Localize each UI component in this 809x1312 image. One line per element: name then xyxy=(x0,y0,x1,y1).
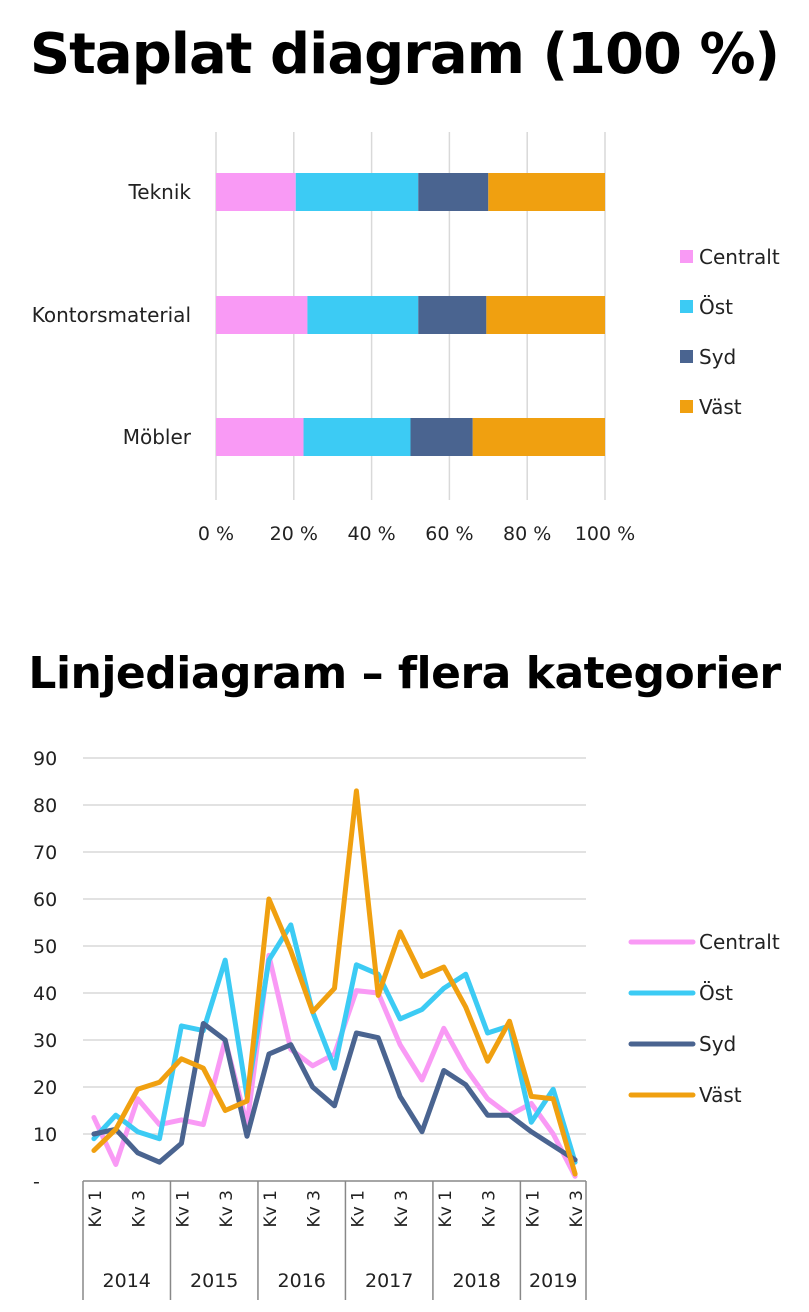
x-tick-label: Kv 3 xyxy=(392,1190,412,1227)
legend-label: Öst xyxy=(699,981,733,1005)
x-group-label: 2014 xyxy=(103,1270,151,1292)
y-tick-label: 30 xyxy=(33,1030,57,1052)
y-tick-label: 40 xyxy=(33,983,57,1005)
x-tick-label: 0 % xyxy=(198,523,234,545)
line-chart-title: Linjediagram – flera kategorier xyxy=(28,648,781,699)
bar-segment-öst xyxy=(295,173,419,211)
x-tick-label: 60 % xyxy=(425,523,473,545)
y-tick-label: 80 xyxy=(33,795,57,817)
x-tick-label: Kv 3 xyxy=(217,1190,237,1227)
x-tick-label: Kv 1 xyxy=(348,1190,368,1227)
x-tick-label: Kv 1 xyxy=(436,1190,456,1227)
category-label: Teknik xyxy=(127,180,191,204)
x-tick-label: Kv 1 xyxy=(523,1190,543,1227)
bar-segment-syd xyxy=(418,173,489,211)
bar-segment-centralt xyxy=(216,418,304,456)
y-tick-label: 60 xyxy=(33,889,57,911)
legend-label: Syd xyxy=(699,1032,736,1056)
bar-segment-syd xyxy=(410,418,473,456)
bar-chart-title: Staplat diagram (100 %) xyxy=(29,22,780,87)
x-group-label: 2016 xyxy=(278,1270,326,1292)
category-label: Kontorsmaterial xyxy=(32,303,191,327)
legend-label: Öst xyxy=(699,295,733,319)
x-group-label: 2015 xyxy=(190,1270,238,1292)
x-tick-label: Kv 3 xyxy=(480,1190,500,1227)
bar-segment-centralt xyxy=(216,173,296,211)
series-line-väst xyxy=(91,788,578,1177)
bar-segment-centralt xyxy=(216,296,308,334)
bar-segment-väst xyxy=(488,173,605,211)
legend-label: Väst xyxy=(699,395,742,419)
series-line-öst xyxy=(91,922,578,1165)
x-tick-label: Kv 3 xyxy=(130,1190,150,1227)
legend-swatch xyxy=(680,400,693,413)
stacked-bar-chart: 0 % 20 % 40 % 60 % 80 % 100 % Teknik Kontorsmat… xyxy=(32,132,780,545)
x-tick-label: Kv 3 xyxy=(567,1190,587,1227)
series-line-syd xyxy=(91,1021,578,1165)
y-tick-label: 10 xyxy=(33,1124,57,1146)
x-tick-label: Kv 1 xyxy=(173,1190,193,1227)
y-tick-label: - xyxy=(33,1171,40,1193)
bar-segment-öst xyxy=(303,418,411,456)
x-tick-label: 100 % xyxy=(575,523,635,545)
bar-segment-väst xyxy=(486,296,605,334)
x-tick-label: 80 % xyxy=(503,523,551,545)
x-group-label: 2019 xyxy=(529,1270,577,1292)
bar-segment-öst xyxy=(307,296,419,334)
x-tick-label: 20 % xyxy=(270,523,318,545)
y-tick-label: 20 xyxy=(33,1077,57,1099)
x-tick-label: Kv 1 xyxy=(86,1190,106,1227)
legend-swatch xyxy=(680,250,693,263)
category-label: Möbler xyxy=(123,425,192,449)
legend-label: Syd xyxy=(699,345,736,369)
y-tick-label: 50 xyxy=(33,936,57,958)
x-tick-label: 40 % xyxy=(347,523,395,545)
legend-swatch xyxy=(680,300,693,313)
y-tick-label: 70 xyxy=(33,842,57,864)
x-group-label: 2018 xyxy=(452,1270,500,1292)
x-tick-label: Kv 1 xyxy=(261,1190,281,1227)
x-group-label: 2017 xyxy=(365,1270,413,1292)
bar-segment-syd xyxy=(418,296,487,334)
bar-segment-väst xyxy=(472,418,605,456)
x-tick-label: Kv 3 xyxy=(305,1190,325,1227)
legend-label: Centralt xyxy=(699,245,780,269)
legend-swatch xyxy=(680,350,693,363)
series-line-centralt xyxy=(91,952,578,1179)
legend-label: Centralt xyxy=(699,930,780,954)
y-tick-label: 90 xyxy=(33,748,57,770)
legend-label: Väst xyxy=(699,1083,742,1107)
